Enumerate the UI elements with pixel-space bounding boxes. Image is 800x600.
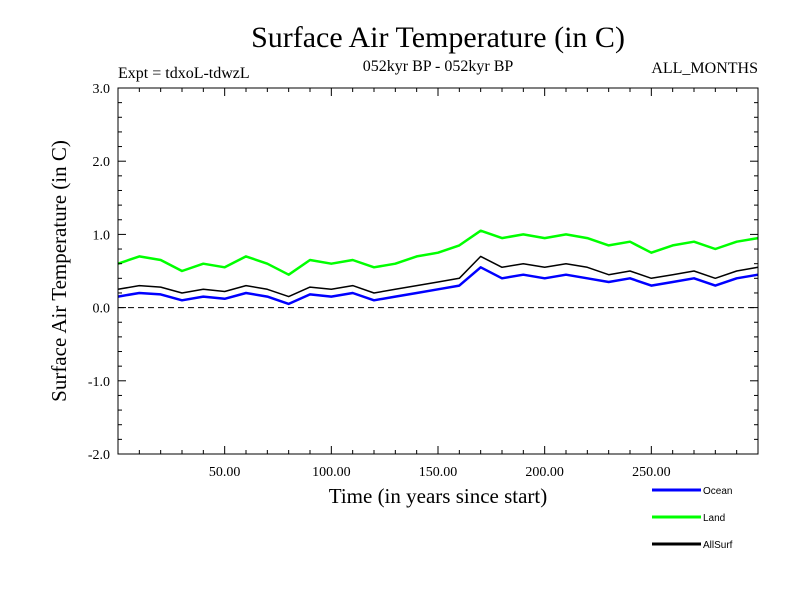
x-axis-label: Time (in years since start)	[329, 484, 548, 508]
x-tick-label: 150.00	[419, 465, 458, 480]
legend-label-allsurf: AllSurf	[703, 540, 733, 551]
period-label: 052kyr BP - 052kyr BP	[363, 58, 514, 75]
chart-title: Surface Air Temperature (in C)	[251, 21, 625, 54]
ticks-layer: 50.00 100.00 150.00 200.00 250.00 -2.0 -1.0 0.0…	[88, 82, 758, 480]
y-tick-label: -1.0	[88, 375, 110, 390]
season-label: ALL_MONTHS	[651, 60, 758, 77]
series-line-ocean	[117, 266, 759, 306]
series-line-land	[117, 229, 759, 276]
legend-label-ocean: Ocean	[703, 486, 732, 497]
y-tick-label: 0.0	[93, 302, 111, 317]
y-tick-label: 3.0	[93, 82, 111, 97]
x-tick-label: 250.00	[632, 465, 671, 480]
y-tick-label: 2.0	[93, 155, 111, 170]
y-tick-label: 1.0	[93, 228, 111, 243]
experiment-label: Expt = tdxoL-tdwzL	[118, 65, 250, 82]
plot-frame	[117, 87, 759, 455]
y-tick-label: -2.0	[88, 448, 110, 463]
legend-label-land: Land	[703, 513, 725, 524]
series-line-allsurf	[117, 255, 759, 298]
x-tick-label: 200.00	[525, 465, 564, 480]
x-tick-label: 100.00	[312, 465, 351, 480]
y-axis-label: Surface Air Temperature (in C)	[47, 140, 71, 402]
x-tick-label: 50.00	[209, 465, 241, 480]
series-layer	[117, 229, 759, 306]
legend: Ocean Land AllSurf	[652, 486, 733, 551]
